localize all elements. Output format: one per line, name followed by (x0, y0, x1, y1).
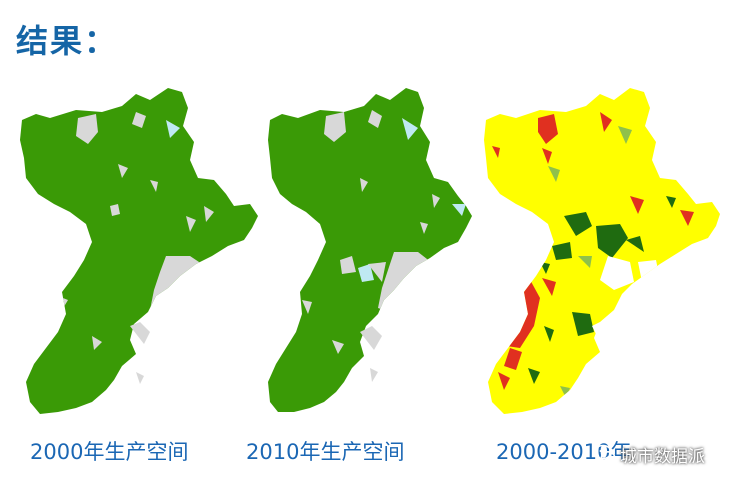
map-2000 (18, 86, 260, 418)
page-title: 结果： (16, 22, 119, 60)
caption-2000: 2000年生产空间 (30, 440, 189, 464)
caption-2010: 2010年生产空间 (246, 440, 405, 464)
map-change (480, 86, 724, 418)
map-change-svg (484, 88, 720, 414)
watermark: 城市数据派 (594, 440, 705, 468)
map-2000-svg (20, 88, 258, 414)
watermark-text: 城市数据派 (620, 446, 705, 467)
map-2010-svg (268, 88, 472, 412)
wechat-icon (594, 443, 616, 465)
map-2010 (262, 86, 477, 418)
